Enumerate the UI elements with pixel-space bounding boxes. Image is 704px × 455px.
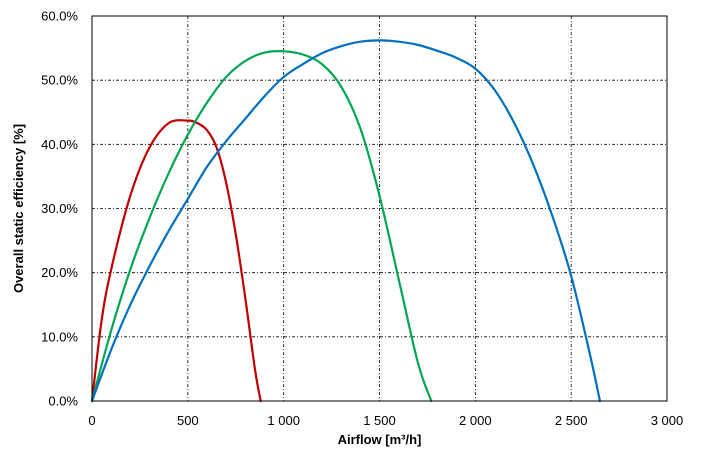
y-tick-label: 50.0%	[41, 73, 78, 88]
x-axis-title: Airflow [m³/h]	[338, 432, 422, 447]
y-tick-label: 20.0%	[41, 265, 78, 280]
y-tick-label: 40.0%	[41, 137, 78, 152]
y-tick-label: 30.0%	[41, 201, 78, 216]
series-layer	[92, 40, 600, 401]
y-tick-label: 60.0%	[41, 9, 78, 24]
y-tick-label: 0.0%	[48, 394, 78, 409]
x-tick-label: 2 500	[555, 413, 588, 428]
x-tick-label: 3 000	[651, 413, 684, 428]
series-line-2	[92, 51, 431, 401]
y-tick-label: 10.0%	[41, 329, 78, 344]
grid-layer	[92, 16, 667, 401]
x-tick-label: 500	[177, 413, 199, 428]
series-line-1	[92, 120, 261, 401]
x-tick-label: 2 000	[459, 413, 492, 428]
x-tick-label: 0	[88, 413, 95, 428]
y-axis-title: Overall static efficiency [%]	[11, 124, 26, 293]
x-tick-labels: 0 500 1 000 1 500 2 000 2 500 3 000	[88, 413, 683, 428]
x-tick-label: 1 500	[363, 413, 396, 428]
y-tick-labels: 0.0% 10.0% 20.0% 30.0% 40.0% 50.0% 60.0%	[41, 9, 78, 409]
x-tick-label: 1 000	[267, 413, 300, 428]
